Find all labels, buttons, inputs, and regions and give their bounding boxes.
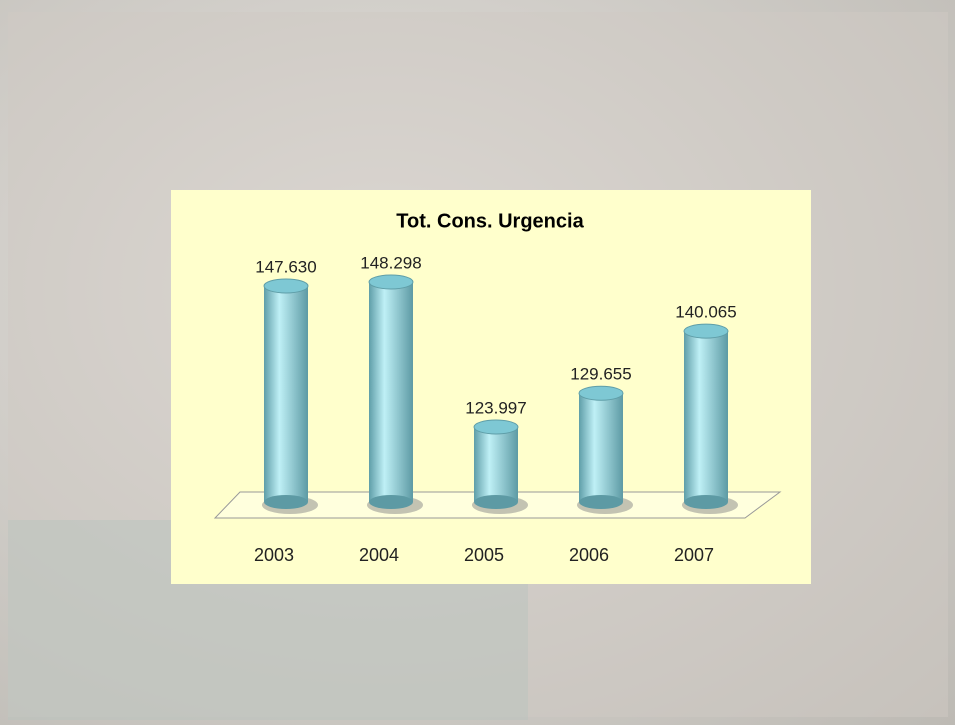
chart-title: Tot. Cons. Urgencia xyxy=(396,210,584,232)
x-tick-label: 2003 xyxy=(254,545,294,565)
bar xyxy=(369,282,413,502)
x-tick-label: 2005 xyxy=(464,545,504,565)
bar xyxy=(579,393,623,502)
bar xyxy=(474,427,518,502)
x-tick-label: 2007 xyxy=(674,545,714,565)
bar xyxy=(264,285,308,502)
data-label: 123.997 xyxy=(465,398,526,417)
bar-base xyxy=(579,495,623,509)
bar-top xyxy=(683,323,729,339)
bar-base xyxy=(684,495,728,509)
bar-top xyxy=(578,385,624,401)
bar-top xyxy=(368,274,414,290)
bar-base xyxy=(369,495,413,509)
data-label: 140.065 xyxy=(675,303,736,322)
bar-base xyxy=(264,495,308,509)
bar-top xyxy=(473,419,519,435)
bar-top xyxy=(263,278,309,294)
x-tick-label: 2004 xyxy=(359,545,399,565)
data-label: 129.655 xyxy=(570,365,631,384)
bar xyxy=(684,331,728,502)
data-label: 148.298 xyxy=(360,253,421,272)
bar-base xyxy=(474,495,518,509)
plot: 147.630 2003 148.298 2004 123.997 2005 129.655… xyxy=(254,253,738,565)
data-label: 147.630 xyxy=(255,257,316,276)
x-tick-label: 2006 xyxy=(569,545,609,565)
